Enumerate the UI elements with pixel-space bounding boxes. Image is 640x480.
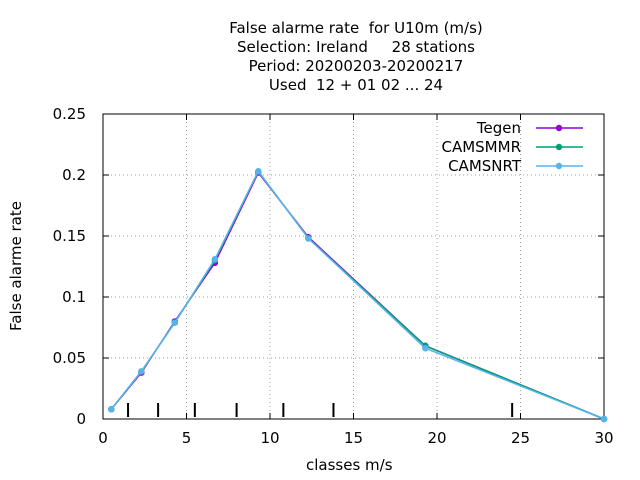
y-axis-title: False alarme rate — [7, 201, 25, 331]
y-tick-label: 0.05 — [53, 349, 86, 367]
series-line-tegen — [110, 171, 605, 420]
x-tick-label: 5 — [182, 429, 192, 447]
x-axis-title: classes m/s — [306, 456, 393, 474]
chart-title-line-2: Selection: Ireland 28 stations — [237, 38, 475, 56]
legend-marker-camsmmr — [555, 143, 563, 151]
y-tick-label: 0.15 — [53, 227, 86, 245]
chart-title-line-1: False alarme rate for U10m (m/s) — [229, 19, 483, 37]
series-line-camsmmr — [110, 169, 605, 420]
series-line-camsnrt — [110, 169, 605, 420]
y-tick-label: 0.2 — [62, 166, 86, 184]
series-tegen — [108, 169, 608, 423]
legend-label-camsmmr: CAMSMMR — [441, 138, 521, 156]
legend-label-tegen: Tegen — [476, 119, 521, 137]
x-tick-label: 20 — [427, 429, 446, 447]
x-tick-label: 10 — [260, 429, 279, 447]
y-tick-label: 0.1 — [62, 288, 86, 306]
x-tick-label: 25 — [511, 429, 530, 447]
data-point-camsnrt — [422, 345, 429, 352]
chart-title-line-3: Period: 20200203-20200217 — [248, 57, 464, 75]
data-point-camsnrt — [108, 406, 115, 413]
x-tick-label: 15 — [344, 429, 363, 447]
series-camsmmr — [108, 168, 608, 423]
data-point-camsnrt — [600, 415, 608, 423]
x-tick-label: 30 — [594, 429, 613, 447]
data-point-camsnrt — [305, 235, 312, 242]
data-point-camsnrt — [171, 319, 179, 326]
data-point-camsnrt — [255, 168, 262, 175]
legend-marker-camsnrt — [555, 162, 563, 170]
x-tick-label: 0 — [98, 429, 108, 447]
y-tick-label: 0.25 — [53, 105, 86, 123]
legend-label-camsnrt: CAMSNRT — [448, 157, 522, 175]
data-point-camsnrt — [211, 255, 219, 263]
y-tick-label: 0 — [76, 410, 86, 428]
data-point-camsnrt — [138, 368, 145, 375]
series-camsnrt — [108, 168, 608, 423]
legend-marker-tegen — [555, 124, 563, 132]
chart-title-line-4: Used 12 + 01 02 ... 24 — [268, 76, 444, 94]
